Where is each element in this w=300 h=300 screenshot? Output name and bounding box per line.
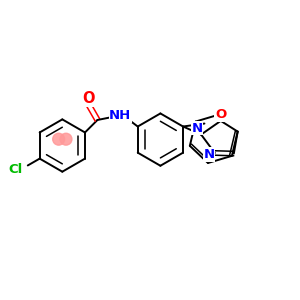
Text: O: O bbox=[215, 108, 226, 122]
Text: NH: NH bbox=[109, 109, 131, 122]
Circle shape bbox=[53, 133, 64, 145]
Text: Cl: Cl bbox=[8, 163, 23, 176]
Circle shape bbox=[60, 133, 72, 145]
Text: N: N bbox=[191, 122, 203, 135]
Text: N: N bbox=[203, 148, 214, 161]
Text: O: O bbox=[82, 91, 95, 106]
